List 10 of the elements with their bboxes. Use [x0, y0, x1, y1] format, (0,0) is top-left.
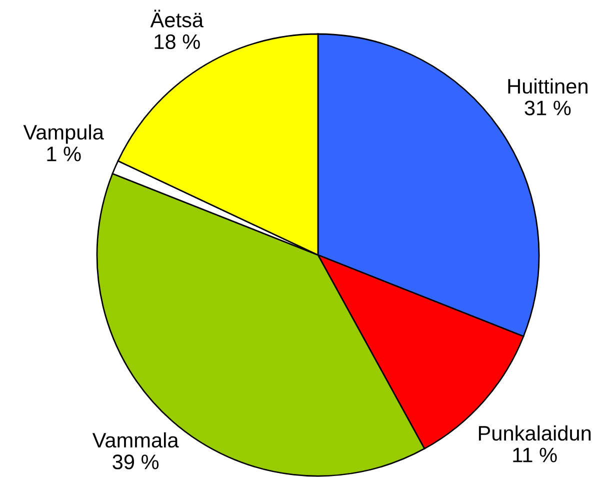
data-label: 39 %	[112, 454, 159, 470]
data-label: 1 %	[47, 146, 81, 162]
slice-label: Vammala	[92, 432, 179, 448]
slice-label: Vampula	[23, 124, 104, 144]
slice-label: Äetsä	[150, 10, 204, 28]
data-label: 18 %	[154, 34, 200, 50]
data-label: 31 %	[524, 100, 571, 116]
slice-label: Punkalaidun	[478, 425, 591, 441]
data-label: 11 %	[513, 448, 557, 462]
slice-label: Huittinen	[508, 78, 588, 94]
